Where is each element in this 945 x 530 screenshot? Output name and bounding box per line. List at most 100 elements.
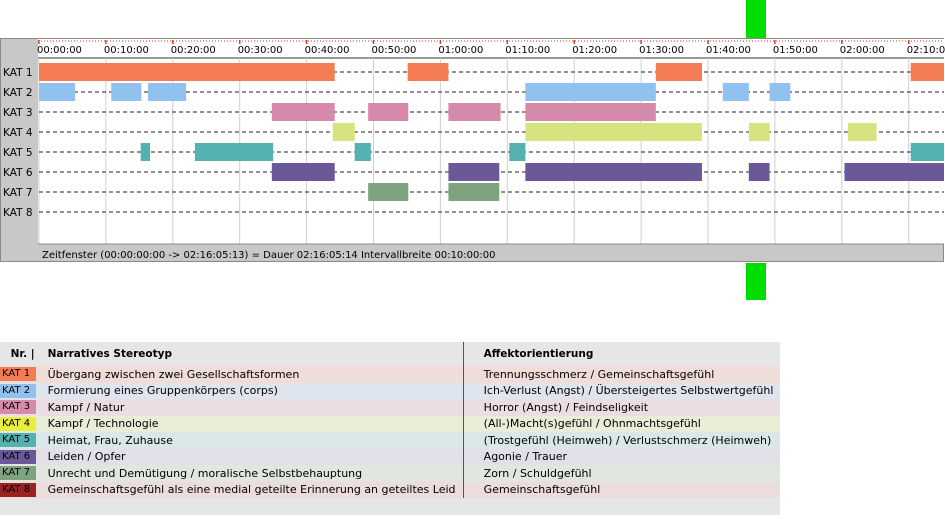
tick-label: 01:20:00	[572, 45, 617, 56]
timeline-bar	[368, 103, 409, 121]
legend-header-nr: Nr. |	[0, 342, 39, 366]
timeline-bar	[368, 183, 409, 201]
timeline-bar	[194, 143, 274, 161]
legend-row: KAT 1 Übergang zwischen zwei Gesellschaft…	[0, 366, 780, 383]
row-label: KAT 5	[3, 147, 33, 159]
legend-header-narrative: Narratives Stereotyp	[38, 342, 464, 366]
playhead-marker-top[interactable]	[746, 0, 766, 38]
legend-nr-cell: KAT 5	[0, 432, 39, 449]
tick-label: 01:30:00	[639, 45, 684, 56]
timeline-bar	[910, 143, 944, 161]
timeline-bar	[332, 123, 355, 141]
legend-affect-cell: Gemeinschaftsgefühl	[483, 483, 601, 497]
timeline-bar	[748, 163, 770, 181]
category-swatch: KAT 1	[0, 367, 36, 382]
timeline-bar	[148, 83, 187, 101]
row-label: KAT 6	[3, 167, 33, 179]
legend-nr-cell: KAT 2	[0, 383, 39, 400]
row-label: KAT 2	[3, 87, 33, 99]
tick-label: 01:50:00	[773, 45, 818, 56]
tick-label: 00:20:00	[171, 45, 216, 56]
timeline-bar	[509, 143, 526, 161]
timeline-bar	[655, 63, 702, 81]
legend-affect-cell: Zorn / Schuldgefühl	[483, 466, 592, 480]
legend-row: KAT 2 Formierung eines Gruppenkörpers (co…	[0, 382, 780, 400]
category-swatch: KAT 8	[0, 482, 36, 497]
legend-nr-cell: KAT 1	[0, 366, 39, 383]
legend-narrative-cell: Kampf / Technologie	[38, 415, 464, 432]
legend-narrative-cell: Kampf / Natur	[38, 399, 464, 416]
legend-row: KAT 7 Unrecht und Demütigung / moralische…	[0, 465, 780, 482]
tick-label: 00:00:00	[37, 45, 82, 56]
legend-row: KAT 5 Heimat, Frau, Zuhause (Trostgefühl (…	[0, 432, 780, 449]
timeline-bar	[748, 123, 770, 141]
row-label: KAT 1	[3, 67, 33, 79]
row-label: KAT 4	[3, 127, 33, 139]
legend-table: Nr. | Narratives Stereotyp Affektorienti…	[0, 342, 780, 515]
tick-label: 00:50:00	[372, 45, 417, 56]
timeline-bar	[111, 83, 142, 101]
category-swatch: KAT 2	[0, 383, 36, 398]
timeline-bar	[271, 163, 335, 181]
timeline-bar	[525, 83, 656, 101]
legend-row: KAT 6 Leiden / Opfer Agonie / Trauer	[0, 448, 780, 466]
legend-affect-cell: Ich-Verlust (Angst) / Übersteigertes Sel…	[483, 384, 774, 398]
timeline-bar	[525, 103, 656, 121]
tick-label: 00:40:00	[305, 45, 350, 56]
legend-header-affect: Affektorientierung	[463, 342, 780, 366]
legend-affect-cell: Agonie / Trauer	[483, 450, 568, 464]
timeline-bar	[525, 163, 702, 181]
legend-nr-cell: KAT 6	[0, 449, 39, 466]
timeline-bar	[769, 83, 791, 101]
category-swatch: KAT 5	[0, 433, 36, 448]
category-swatch: KAT 3	[0, 400, 36, 415]
timeline-panel: 00:00:00 00:10:00 00:20:00 00:30:00 00:40:00…	[0, 38, 945, 262]
timeline-bar	[39, 83, 76, 101]
legend-header-row: Nr. | Narratives Stereotyp Affektorienti…	[0, 342, 780, 366]
legend-affect-cell: Horror (Angst) / Feindseligkeit	[483, 400, 649, 414]
legend-nr-cell: KAT 8	[0, 482, 39, 499]
timeline-bar	[844, 163, 944, 181]
timeline-bar	[847, 123, 877, 141]
timeline-bar	[448, 163, 500, 181]
legend-row: KAT 8 Gemeinschaftsgefühl als eine medial…	[0, 481, 780, 499]
row-label: KAT 7	[3, 187, 33, 199]
tick-label: 02:00:00	[840, 45, 885, 56]
tick-label: 01:40:00	[706, 45, 751, 56]
timeline-bar	[722, 83, 749, 101]
category-swatch: KAT 4	[0, 416, 36, 431]
status-bar-text: Zeitfenster (00:00:00:00 -> 02:16:05:13)…	[42, 250, 495, 261]
timeline-bar	[448, 183, 500, 201]
legend-footer	[0, 498, 780, 515]
timeline-bar	[140, 143, 151, 161]
legend-nr-cell: KAT 3	[0, 399, 39, 416]
tick-label: 01:10:00	[505, 45, 550, 56]
legend-nr-cell: KAT 7	[0, 465, 39, 482]
legend-affect-cell: (All-)Macht(s)gefühl / Ohnmachtsgefühl	[483, 417, 701, 431]
timeline-chart: 00:00:00 00:10:00 00:20:00 00:30:00 00:40:00…	[3, 39, 945, 261]
legend-narrative-cell: Heimat, Frau, Zuhause	[38, 432, 464, 449]
row-label: KAT 8	[3, 207, 33, 219]
timeline-bar	[354, 143, 371, 161]
playhead-marker-bottom[interactable]	[746, 263, 766, 300]
timeline-bar	[39, 63, 335, 81]
legend-narrative-cell: Gemeinschaftsgefühl als eine medial gete…	[38, 481, 464, 498]
legend-row: KAT 3 Kampf / Natur Horror (Angst) / Feind…	[0, 399, 780, 416]
plot-area	[38, 58, 944, 244]
timeline-bar	[448, 103, 501, 121]
timeline-bar	[271, 103, 335, 121]
legend-narrative-cell: Leiden / Opfer	[38, 448, 464, 465]
timeline-bar	[525, 123, 702, 141]
legend-row: KAT 4 Kampf / Technologie (All-)Macht(s)ge…	[0, 415, 780, 433]
timeline-bar	[407, 63, 449, 81]
legend-affect-cell: (Trostgefühl (Heimweh) / Verlustschmerz …	[483, 433, 772, 447]
legend-narrative-cell: Übergang zwischen zwei Gesellschaftsform…	[38, 366, 464, 383]
tick-label: 00:10:00	[104, 45, 149, 56]
category-swatch: KAT 7	[0, 466, 36, 481]
time-ruler	[38, 39, 944, 58]
legend-nr-cell: KAT 4	[0, 416, 39, 433]
tick-label: 01:00:00	[438, 45, 483, 56]
category-swatch: KAT 6	[0, 449, 36, 464]
legend-narrative-cell: Unrecht und Demütigung / moralische Selb…	[38, 465, 464, 482]
timeline-bar	[910, 63, 944, 81]
